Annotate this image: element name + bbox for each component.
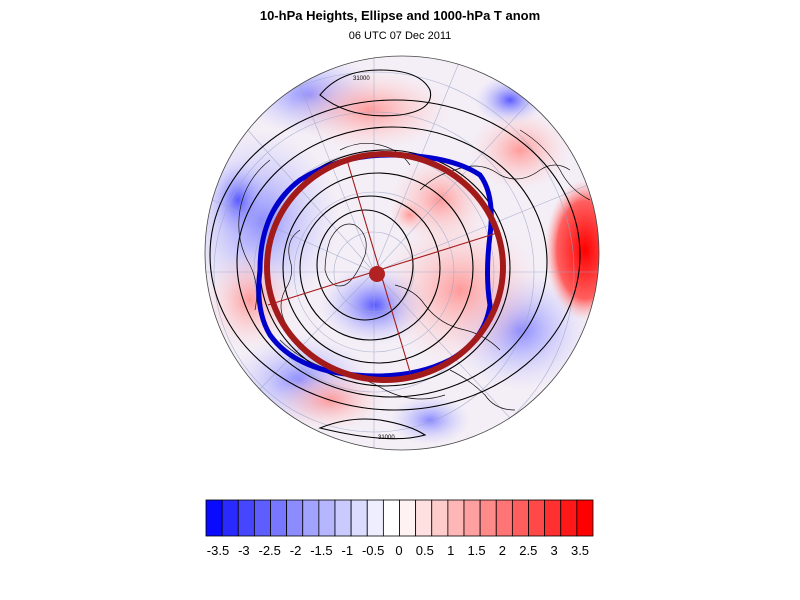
colorbar-tick-label: -1.5: [310, 543, 333, 558]
colorbar-tick-label: 2.5: [519, 543, 538, 558]
contour-label-bottom: 31000: [378, 435, 395, 441]
ellipse-center-marker: [369, 266, 385, 282]
graticule: [205, 56, 599, 450]
colorbar-tick-label: 3: [550, 543, 558, 558]
colorbar-tick-label: 1: [447, 543, 455, 558]
colorbar-tick-label: -3.5: [206, 543, 230, 558]
colorbar-tick-label: 2: [498, 543, 507, 558]
colorbar-tick-label: 1.5: [467, 543, 486, 558]
map-title: 10-hPa Heights, Ellipse and 1000-hPa T a…: [259, 8, 541, 23]
globe-outline: [204, 55, 600, 451]
colorbar-tick-label: -1: [341, 543, 354, 558]
colorbar-tick-label: -2: [289, 543, 302, 558]
contour-labels: 31000 31000: [353, 76, 395, 441]
height-contours: [209, 69, 581, 440]
contour-label-top: 31000: [353, 76, 370, 82]
fitted-ellipse: [264, 151, 506, 383]
colorbar-tick-label: -3: [238, 543, 250, 558]
colorbar-tick-label: -2.5: [258, 543, 281, 558]
colorbar-tick-label: 0: [395, 543, 403, 558]
map-subtitle: 06 UTC 07 Dec 2011: [348, 30, 452, 42]
colorbar-tick-label: -0.5: [361, 543, 385, 558]
colorbar-tick-label: 3.5: [570, 543, 590, 558]
colorbar-tick-label: 0.5: [415, 543, 434, 558]
